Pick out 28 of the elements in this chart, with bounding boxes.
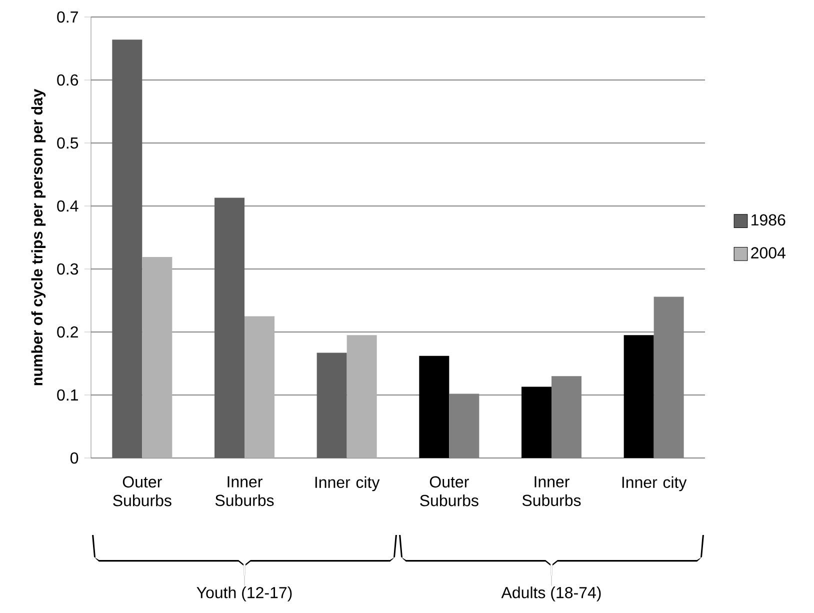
bar: [419, 356, 450, 458]
bar: [112, 40, 142, 458]
bar: [244, 316, 274, 458]
bar: [346, 335, 377, 458]
x-tick-label: Outer Suburbs: [113, 476, 172, 506]
y-tick-label: 0.1: [57, 389, 78, 401]
text: Youth (12-17): [196, 586, 292, 602]
y-tick-label: 0.6: [57, 74, 78, 86]
bar: [624, 335, 654, 458]
y-tick-label: 0.4: [57, 200, 78, 212]
y-tick-label: 0.5: [57, 137, 78, 149]
y-tick-label: 0.3: [57, 263, 78, 275]
bar: [214, 198, 244, 458]
bar: [521, 386, 552, 458]
y-tick-label: 0.7: [57, 11, 78, 23]
bar: [316, 352, 347, 458]
y-tick-label: 0.2: [57, 326, 78, 338]
x-tick-label: Inner city: [315, 476, 380, 492]
x-tick-label: Outer Suburbs: [420, 476, 478, 506]
x-tick-label: Inner city: [622, 476, 687, 492]
bar: [142, 257, 172, 458]
legend-label: 2004: [751, 247, 786, 258]
y-axis-title: number of cycle trips per person per day: [31, 88, 46, 386]
x-tick-label: Inner Suburbs: [522, 476, 581, 506]
legend-label: 1986: [752, 214, 786, 226]
text: Adults (18-74): [501, 586, 601, 602]
y-tick-label: 0: [70, 452, 78, 464]
x-tick-label: Inner Suburbs: [215, 476, 274, 506]
